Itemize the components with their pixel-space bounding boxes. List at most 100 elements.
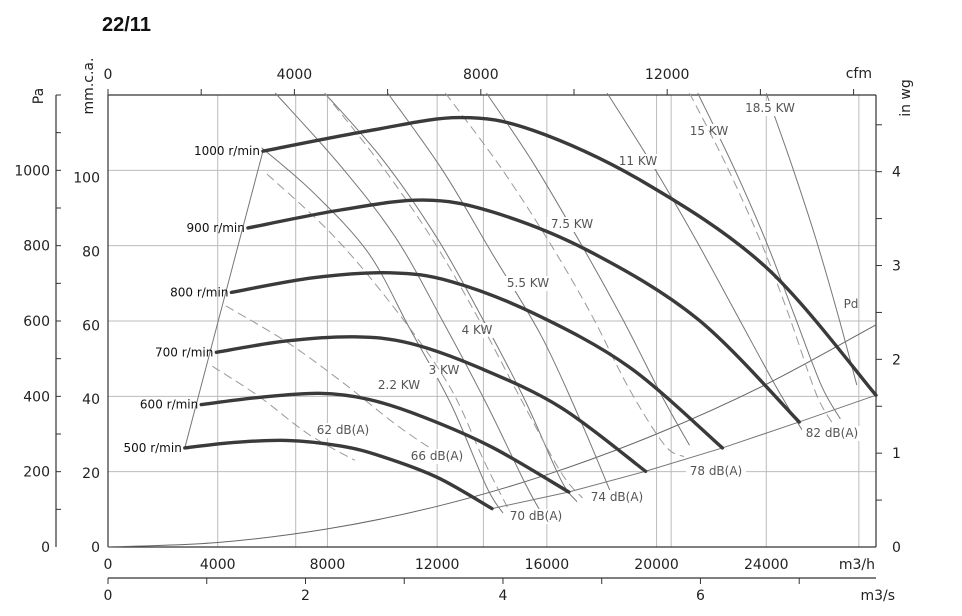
- rpm-curve-label: 900 r/min: [187, 221, 245, 235]
- noise-line-label: 66 dB(A): [411, 449, 464, 463]
- y-tick-label-inwg: 0: [892, 540, 901, 556]
- power-label-bg: [426, 363, 462, 378]
- y-tick-label-pa: 1000: [14, 163, 50, 179]
- noise-line-label: 78 dB(A): [690, 464, 743, 478]
- rpm-curve: [183, 438, 494, 511]
- y-tick-label-mmca: 20: [82, 466, 100, 482]
- pd-curve-group: Pd: [107, 297, 877, 548]
- x-unit-m3h: m3/h: [839, 557, 875, 573]
- noise-label-bg: [587, 490, 647, 505]
- y-tick-label-pa: 600: [23, 314, 50, 330]
- power-line: [606, 92, 806, 435]
- power-line-label: 18.5 KW: [745, 101, 795, 115]
- power-line-label: 4 KW: [462, 323, 493, 337]
- x-tick-label-m3s: 6: [696, 588, 705, 604]
- noise-label-bg: [686, 464, 746, 479]
- x-tick-label-cfm: 12000: [645, 67, 690, 83]
- y-unit-pa: Pa: [31, 88, 47, 104]
- power-line: [765, 92, 858, 386]
- noise-lines: 62 dB(A) 66 dB(A) 70 dB(A) 74 dB(A) 78 dB(A)…: [211, 92, 862, 524]
- rpm-curve-label: 700 r/min: [155, 345, 213, 359]
- rpm-curve: [214, 335, 648, 473]
- noise-line-label: 82 dB(A): [806, 426, 859, 440]
- power-label-bg: [503, 276, 553, 291]
- x-unit-cfm: cfm: [846, 66, 872, 82]
- y-unit-inwg: in wg: [898, 79, 914, 117]
- noise-line-label: 70 dB(A): [510, 509, 563, 523]
- noise-line: [689, 92, 833, 423]
- x-tick-label-cfm: 8000: [463, 67, 499, 83]
- y-tick-label-pa: 800: [23, 239, 50, 255]
- y-tick-label-pa: 0: [41, 540, 50, 556]
- power-label-bg: [617, 154, 659, 169]
- noise-label-bg: [407, 449, 467, 464]
- x-tick-label-m3s: 0: [104, 588, 113, 604]
- power-line: [274, 92, 542, 514]
- noise-line: [324, 92, 583, 499]
- power-line-label: 2.2 KW: [378, 378, 420, 392]
- right-limit-line: [491, 394, 877, 510]
- x-tick-label-m3h: 0: [104, 557, 113, 573]
- x-tick-label-m3h: 20000: [634, 557, 679, 573]
- power-line-label: 11 KW: [619, 154, 658, 168]
- left-limit-line: [184, 150, 264, 449]
- limit-lines: [184, 150, 877, 510]
- rpm-curve-label: 1000 r/min: [194, 144, 260, 158]
- y-tick-label-mmca: 60: [82, 318, 100, 334]
- x-tick-label-m3h: 4000: [200, 557, 236, 573]
- power-line-label: 7.5 KW: [551, 217, 593, 231]
- y-tick-label-pa: 200: [23, 465, 50, 481]
- y-tick-label-mmca: 0: [91, 540, 100, 556]
- power-line: [486, 92, 690, 446]
- noise-line: [444, 92, 685, 458]
- noise-label-bg: [802, 426, 862, 441]
- x-tick-label-m3h: 24000: [744, 557, 789, 573]
- y-unit-mmca: mm.c.a.: [81, 58, 97, 115]
- chart-title: 22/11: [102, 14, 151, 36]
- noise-label-bg: [313, 423, 373, 438]
- x-tick-label-m3h: 12000: [415, 557, 460, 573]
- noise-line-label: 62 dB(A): [317, 423, 370, 437]
- noise-label-bg: [506, 509, 566, 524]
- power-label-bg: [741, 101, 799, 116]
- y-tick-label-pa: 400: [23, 389, 50, 405]
- y-tick-label-inwg: 4: [892, 165, 901, 181]
- rpm-curves: [183, 115, 878, 511]
- y-tick-label-inwg: 2: [892, 352, 901, 368]
- rpm-curve-label: 500 r/min: [123, 441, 181, 455]
- rpm-curve-label: 600 r/min: [140, 398, 198, 412]
- y-tick-label-mmca: 40: [82, 392, 100, 408]
- x-tick-label-m3h: 16000: [525, 557, 570, 573]
- grid-lines: [108, 95, 876, 547]
- rpm-curve: [246, 198, 801, 424]
- rpm-curve: [229, 270, 725, 450]
- y-tick-label-inwg: 1: [892, 446, 901, 462]
- x-unit-m3s: m3/s: [860, 588, 895, 604]
- noise-line: [266, 173, 509, 510]
- x-tick-label-m3s: 2: [301, 588, 310, 604]
- x-tick-label-cfm: 4000: [277, 67, 313, 83]
- power-line: [387, 92, 611, 491]
- rpm-curve-label: 800 r/min: [170, 285, 228, 299]
- power-line-label: 5.5 KW: [507, 276, 549, 290]
- axes: 0 4000 8000 12000 16000 20000 24000 m3/h0 2 4 6 m3/…: [14, 58, 914, 604]
- power-line: [324, 92, 578, 503]
- power-line: [697, 92, 841, 420]
- y-tick-label-mmca: 80: [82, 244, 100, 260]
- x-tick-label-m3s: 4: [499, 588, 508, 604]
- x-tick-label-cfm: 0: [104, 67, 113, 83]
- curve-labels: 500 r/min 600 r/min 700 r/min 800 r/min 900 …: [123, 144, 259, 455]
- power-label-bg: [374, 378, 424, 393]
- power-line-label: 3 KW: [429, 363, 460, 377]
- y-tick-label-inwg: 3: [892, 259, 901, 275]
- plot-frame: [107, 94, 877, 548]
- rpm-curve: [261, 115, 878, 397]
- noise-line: [211, 365, 356, 461]
- pd-curve-label: Pd: [844, 297, 859, 311]
- rpm-curve: [199, 391, 571, 494]
- power-label-bg: [547, 217, 597, 232]
- power-label-bg: [459, 323, 495, 338]
- x-tick-label-m3h: 8000: [310, 557, 346, 573]
